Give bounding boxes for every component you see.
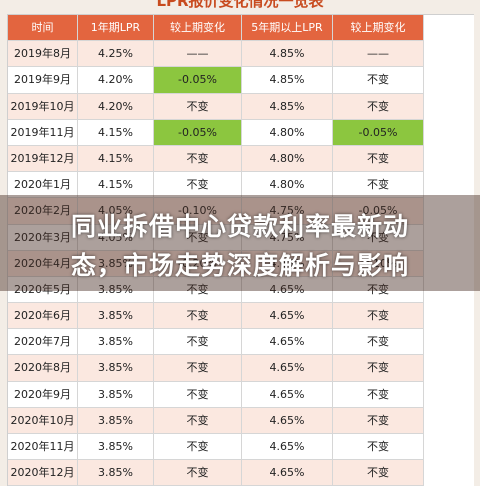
cell-1y-change: 不变 xyxy=(154,407,242,434)
cell-5y-lpr: 4.80% xyxy=(242,172,333,199)
cell-5y-change: 不变 xyxy=(333,276,424,304)
cell-5y-change: 不变 xyxy=(333,434,424,461)
cell-1y-lpr: 4.15% xyxy=(78,172,154,199)
cell-1y-change: -0.10% xyxy=(154,198,242,225)
cell-1y-lpr: 3.85% xyxy=(78,276,154,304)
cell-1y-lpr: 4.05% xyxy=(78,198,154,225)
cell-5y-change: 不变 xyxy=(333,67,424,94)
cell-1y-change: 不变 xyxy=(154,276,242,304)
header-5y-lpr: 5年期以上LPR xyxy=(242,15,333,42)
header-time: 时间 xyxy=(8,15,78,42)
headline-banner xyxy=(0,195,480,291)
cell-1y-change: 不变 xyxy=(154,172,242,199)
cell-time: 2019年8月 xyxy=(8,41,78,68)
cell-5y-lpr: 4.65% xyxy=(242,355,333,382)
cell-time: 2020年10月 xyxy=(8,407,78,434)
cell-time: 2019年11月 xyxy=(8,119,78,146)
cell-5y-change: 不变 xyxy=(333,224,424,251)
cell-1y-lpr: 4.25% xyxy=(78,41,154,68)
cell-time: 2020年4月 xyxy=(8,250,78,277)
cell-5y-lpr: 4.65% xyxy=(242,434,333,461)
cell-5y-lpr: 4.75% xyxy=(242,224,333,251)
cell-time: 2019年9月 xyxy=(8,67,78,94)
headline-line-2: 态，市场走势深度解析与影响 xyxy=(70,251,409,280)
cell-time: 2019年10月 xyxy=(8,93,78,120)
cell-5y-change: -0.05% xyxy=(333,119,424,146)
cell-time: 2019年12月 xyxy=(8,145,78,173)
cell-1y-lpr: 3.85% xyxy=(78,303,154,330)
cell-1y-change: 不变 xyxy=(154,329,242,356)
table-title: LPR报价变化情况一览表 xyxy=(156,0,324,10)
cell-1y-lpr: 3.85% xyxy=(78,460,154,486)
cell-1y-change: 不变 xyxy=(154,93,242,120)
cell-5y-change: 不变 xyxy=(333,329,424,356)
cell-1y-change: 不变 xyxy=(154,460,242,486)
cell-1y-change: —— xyxy=(154,41,242,68)
cell-5y-lpr: 4.65% xyxy=(242,303,333,330)
cell-5y-lpr: 4.85% xyxy=(242,93,333,120)
cell-1y-lpr: 3.85% xyxy=(78,250,154,277)
lpr-table: 时间 1年期LPR 较上期变化 5年期以上LPR 较上期变化 2019年8月 4.… xyxy=(7,14,474,486)
cell-time: 2020年12月 xyxy=(8,460,78,486)
cell-5y-change: -0.05% xyxy=(333,198,424,225)
cell-5y-change: 不变 xyxy=(333,303,424,330)
cell-1y-lpr: 4.20% xyxy=(78,67,154,94)
cell-5y-lpr: 4.80% xyxy=(242,145,333,173)
cell-5y-lpr: 4.65% xyxy=(242,329,333,356)
cell-5y-lpr: 4.85% xyxy=(242,67,333,94)
cell-5y-lpr: 4.85% xyxy=(242,41,333,68)
cell-1y-lpr: 4.15% xyxy=(78,119,154,146)
cell-time: 2020年11月 xyxy=(8,434,78,461)
cell-1y-change: 不变 xyxy=(154,303,242,330)
cell-5y-change: -0.10% xyxy=(333,250,424,277)
cell-5y-change: 不变 xyxy=(333,172,424,199)
cell-time: 2020年2月 xyxy=(8,198,78,225)
cell-time: 2020年5月 xyxy=(8,276,78,304)
cell-1y-change: -0.05% xyxy=(154,119,242,146)
cell-5y-change: 不变 xyxy=(333,93,424,120)
cell-1y-change: 不变 xyxy=(154,381,242,408)
cell-5y-lpr: 4.65% xyxy=(242,276,333,304)
cell-1y-change: -0.20% xyxy=(154,250,242,277)
cell-5y-change: 不变 xyxy=(333,381,424,408)
cell-1y-lpr: 3.85% xyxy=(78,407,154,434)
cell-1y-change: -0.05% xyxy=(154,67,242,94)
cell-1y-lpr: 3.85% xyxy=(78,434,154,461)
cell-1y-lpr: 4.05% xyxy=(78,224,154,251)
cell-time: 2020年1月 xyxy=(8,172,78,199)
cell-5y-lpr: 4.65% xyxy=(242,460,333,486)
cell-5y-lpr: 4.80% xyxy=(242,119,333,146)
cell-1y-change: 不变 xyxy=(154,355,242,382)
cell-5y-change: 不变 xyxy=(333,145,424,173)
cell-1y-lpr: 3.85% xyxy=(78,381,154,408)
header-5y-change: 较上期变化 xyxy=(333,15,424,42)
cell-5y-lpr: 4.75% xyxy=(242,198,333,225)
cell-time: 2020年3月 xyxy=(8,224,78,251)
cell-1y-lpr: 3.85% xyxy=(78,329,154,356)
cell-5y-change: 不变 xyxy=(333,355,424,382)
cell-1y-lpr: 4.20% xyxy=(78,93,154,120)
cell-5y-lpr: 4.65% xyxy=(242,381,333,408)
cell-5y-change: 不变 xyxy=(333,407,424,434)
cell-time: 2020年7月 xyxy=(8,329,78,356)
header-1y-lpr: 1年期LPR xyxy=(78,15,154,42)
cell-1y-change: 不变 xyxy=(154,224,242,251)
cell-5y-change: —— xyxy=(333,41,424,68)
cell-5y-lpr: 4.65% xyxy=(242,407,333,434)
cell-time: 2020年6月 xyxy=(8,303,78,330)
cell-1y-lpr: 3.85% xyxy=(78,355,154,382)
header-1y-change: 较上期变化 xyxy=(154,15,242,42)
cell-1y-change: 不变 xyxy=(154,145,242,173)
cell-time: 2020年8月 xyxy=(8,355,78,382)
cell-1y-lpr: 4.15% xyxy=(78,145,154,173)
cell-1y-change: 不变 xyxy=(154,434,242,461)
cell-time: 2020年9月 xyxy=(8,381,78,408)
cell-5y-lpr: 4.65% xyxy=(242,250,333,277)
cell-5y-change: 不变 xyxy=(333,460,424,486)
headline-line-1: 同业拆借中心贷款利率最新动 xyxy=(70,212,409,241)
